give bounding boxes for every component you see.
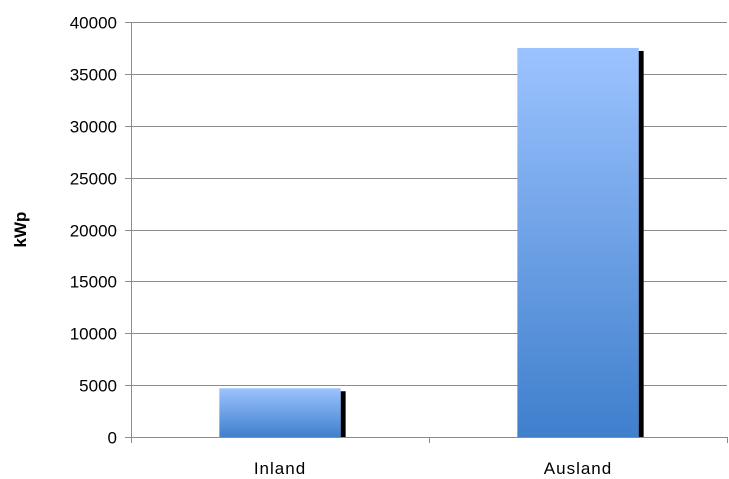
bar-ausland <box>517 47 639 437</box>
y-axis-title: kWp <box>11 212 30 248</box>
x-category-labels: Inland Ausland <box>254 459 612 478</box>
x-category-label: Ausland <box>544 459 612 478</box>
y-tick-label: 35000 <box>70 66 117 85</box>
x-category-label: Inland <box>254 459 306 478</box>
axes <box>125 22 728 443</box>
bar-shadow <box>638 50 644 437</box>
y-tick-label: 0 <box>108 429 117 448</box>
y-tick-label: 20000 <box>70 222 117 241</box>
y-tick-label: 5000 <box>79 377 117 396</box>
y-tick-label: 15000 <box>70 273 117 292</box>
bars <box>219 47 644 437</box>
y-tick-label: 10000 <box>70 325 117 344</box>
bar-inland <box>219 388 341 437</box>
y-tick-label: 30000 <box>70 118 117 137</box>
gridlines <box>131 22 727 386</box>
y-tick-label: 40000 <box>70 14 117 33</box>
bar-shadow <box>340 391 346 437</box>
y-tick-labels: 0 5000 10000 15000 20000 25000 30000 35000 40000 <box>70 14 117 448</box>
y-tick-label: 25000 <box>70 170 117 189</box>
